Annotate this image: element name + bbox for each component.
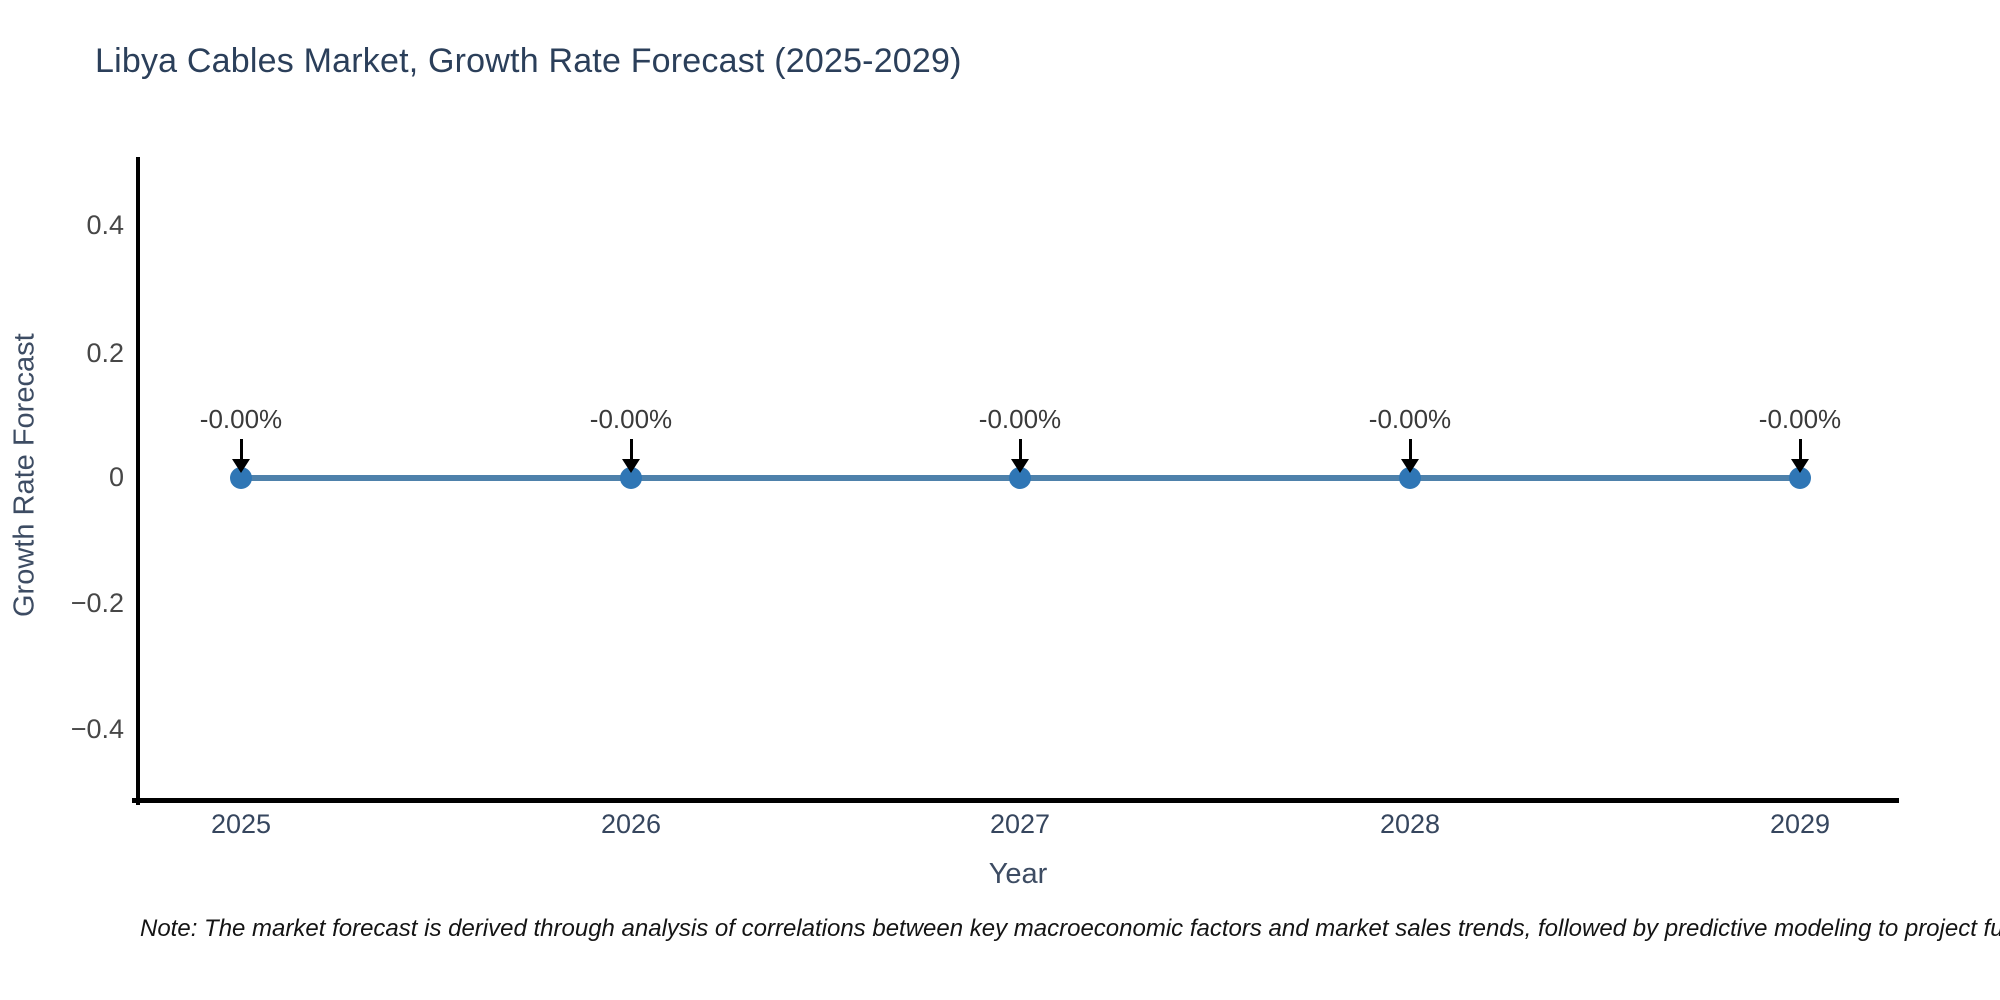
- x-axis-line: [132, 798, 1899, 803]
- arrow-down-stem: [239, 439, 243, 459]
- arrow-down-stem: [1408, 439, 1412, 459]
- annotation-2027: -0.00%: [920, 404, 1120, 473]
- arrow-down-stem: [1798, 439, 1802, 459]
- x-tick-label-2025: 2025: [210, 809, 272, 839]
- annotation-2029: -0.00%: [1700, 404, 1900, 473]
- annotation-2025: -0.00%: [141, 404, 341, 473]
- y-axis-title: Growth Rate Forecast: [8, 333, 41, 617]
- arrow-down-icon: [1401, 459, 1419, 473]
- annotation-label: -0.00%: [589, 404, 673, 434]
- arrow-down-icon: [1791, 459, 1809, 473]
- x-tick-label-2028: 2028: [1379, 809, 1441, 839]
- annotation-2026: -0.00%: [531, 404, 731, 473]
- arrow-down-icon: [622, 459, 640, 473]
- chart-title: Libya Cables Market, Growth Rate Forecas…: [95, 42, 962, 80]
- y-tick-label: −0.2: [70, 588, 124, 618]
- y-tick-label: 0.4: [86, 210, 124, 240]
- x-axis-title: Year: [988, 858, 1048, 890]
- annotation-label: -0.00%: [1758, 404, 1842, 434]
- x-tick-label-2026: 2026: [600, 809, 662, 839]
- x-tick-label-2029: 2029: [1769, 809, 1831, 839]
- annotation-2028: -0.00%: [1310, 404, 1510, 473]
- arrow-down-icon: [232, 459, 250, 473]
- arrow-down-stem: [629, 439, 633, 459]
- y-tick-label: 0.2: [86, 338, 124, 368]
- annotation-label: -0.00%: [199, 404, 283, 434]
- x-tick-label-2027: 2027: [989, 809, 1051, 839]
- annotation-label: -0.00%: [978, 404, 1062, 434]
- y-tick-label: −0.4: [70, 714, 124, 744]
- y-axis-line: [136, 157, 140, 805]
- arrow-down-icon: [1011, 459, 1029, 473]
- footnote: Note: The market forecast is derived thr…: [140, 915, 2000, 942]
- y-tick-label: 0: [108, 462, 124, 492]
- annotation-label: -0.00%: [1368, 404, 1452, 434]
- arrow-down-stem: [1018, 439, 1022, 459]
